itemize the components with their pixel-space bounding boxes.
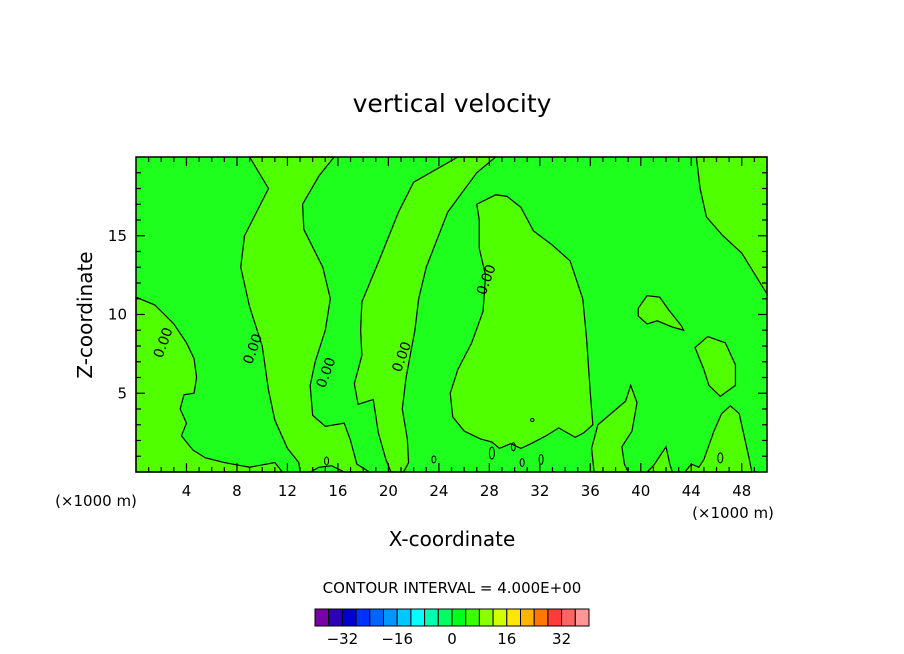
small-contour — [431, 455, 437, 464]
contour-interval-text: CONTOUR INTERVAL = 4.000E+00 — [323, 579, 582, 597]
colorbar-swatch — [492, 608, 508, 627]
x-tick-label: 28 — [480, 482, 499, 500]
colorbar-swatch — [396, 608, 412, 627]
x-tick-label: 16 — [328, 482, 347, 500]
colorbar-swatch — [314, 608, 330, 627]
y-tick-label: 15 — [108, 227, 127, 245]
colorbar-tick-label: 16 — [497, 630, 516, 648]
chart-title: vertical velocity — [353, 89, 552, 118]
colorbar-tick-label: 0 — [447, 630, 457, 648]
x-unit-label-right: (×1000 m) — [692, 504, 774, 522]
x-tick-label: 44 — [682, 482, 701, 500]
small-contour — [538, 453, 544, 465]
region-right-blob — [694, 335, 737, 398]
colorbar-swatch — [424, 608, 439, 627]
colorbar-swatch — [369, 608, 384, 627]
small-contour — [519, 458, 525, 468]
plot-area: 0.00 0.000.00 0.000.004 8 12 16 20 24 28 32 36 40 44… — [108, 156, 768, 500]
y-axis-label: Z-coordinate — [73, 251, 97, 378]
x-axis-label: X-coordinate — [389, 527, 516, 551]
x-tick-label: 32 — [530, 482, 549, 500]
colorbar-swatch — [451, 608, 467, 627]
y-tick-label: 5 — [117, 384, 127, 402]
colorbar-swatch — [547, 608, 563, 627]
colorbar: −32 −16 0 16 32 — [314, 608, 590, 648]
x-tick-label: 12 — [278, 482, 297, 500]
colorbar-swatch — [383, 608, 398, 627]
colorbar-swatch — [355, 608, 371, 627]
colorbar-swatch — [410, 608, 426, 627]
x-tick-label: 36 — [581, 482, 600, 500]
colorbar-swatch — [328, 608, 343, 627]
small-contour — [324, 456, 330, 466]
region-center-tall — [449, 194, 594, 450]
colorbar-tick-label: 32 — [552, 630, 571, 648]
colorbar-swatch — [341, 608, 357, 627]
x-tick-label: 8 — [232, 482, 242, 500]
region-right-small — [637, 294, 685, 332]
colorbar-swatch — [506, 608, 521, 627]
x-unit-label-left: (×1000 m) — [55, 492, 137, 510]
small-contour — [529, 418, 535, 423]
colorbar-swatch — [465, 608, 480, 627]
x-tick-label: 48 — [732, 482, 751, 500]
colorbar-swatch — [437, 608, 453, 627]
region-left — [135, 296, 284, 473]
colorbar-swatch — [478, 608, 494, 627]
colorbar-tick-label: −32 — [327, 630, 359, 648]
colorbar-swatch — [533, 608, 549, 627]
x-tick-label: 4 — [182, 482, 192, 500]
x-tick-label: 24 — [429, 482, 448, 500]
colorbar-tick-label: −16 — [381, 630, 413, 648]
colorbar-swatch — [520, 608, 535, 627]
colorbar-swatch — [561, 608, 576, 627]
colorbar-swatch — [574, 608, 590, 627]
small-contour — [717, 452, 724, 464]
small-contour — [510, 442, 516, 452]
small-contour — [488, 446, 495, 460]
x-tick-label: 40 — [631, 482, 650, 500]
x-tick-label: 20 — [379, 482, 398, 500]
y-tick-label: 10 — [108, 306, 127, 324]
